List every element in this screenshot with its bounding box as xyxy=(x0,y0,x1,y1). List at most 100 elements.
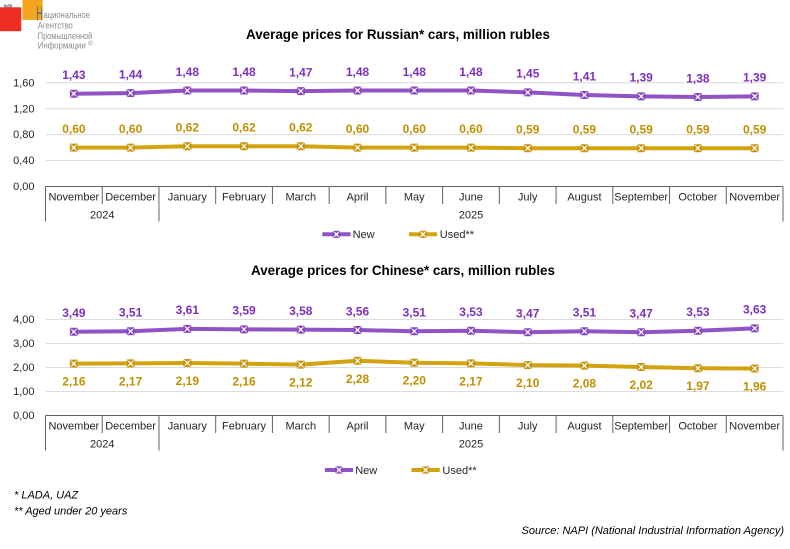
svg-text:Source: NAPI (National Industr: Source: NAPI (National Industrial Inform… xyxy=(522,525,785,537)
svg-text:1,38: 1,38 xyxy=(686,71,710,85)
svg-text:1,48: 1,48 xyxy=(232,65,256,79)
svg-text:2,10: 2,10 xyxy=(516,376,540,390)
svg-text:March: March xyxy=(286,192,317,204)
svg-text:0,60: 0,60 xyxy=(459,122,483,136)
svg-text:New: New xyxy=(353,229,375,241)
svg-text:1,97: 1,97 xyxy=(686,379,710,393)
svg-text:Average prices for Russian* ca: Average prices for Russian* cars, millio… xyxy=(246,27,550,42)
svg-text:2,16: 2,16 xyxy=(62,375,86,389)
svg-text:1,41: 1,41 xyxy=(573,69,597,83)
svg-text:3,51: 3,51 xyxy=(403,306,427,320)
svg-text:3,51: 3,51 xyxy=(573,306,597,320)
svg-text:February: February xyxy=(222,192,267,204)
svg-text:0,00: 0,00 xyxy=(13,181,34,193)
svg-text:2025: 2025 xyxy=(459,439,483,451)
svg-text:January: January xyxy=(168,421,208,433)
svg-text:1,48: 1,48 xyxy=(176,65,200,79)
svg-text:June: June xyxy=(459,421,483,433)
svg-text:НАПИ: НАПИ xyxy=(4,4,13,10)
svg-text:New: New xyxy=(355,465,377,477)
svg-text:** Aged under 20 years: ** Aged under 20 years xyxy=(14,506,128,518)
svg-text:0,59: 0,59 xyxy=(743,123,767,137)
svg-text:August: August xyxy=(567,421,601,433)
svg-text:2,17: 2,17 xyxy=(459,374,483,388)
svg-text:1,45: 1,45 xyxy=(516,67,540,81)
svg-text:2,20: 2,20 xyxy=(403,374,427,388)
svg-text:0,59: 0,59 xyxy=(573,123,597,137)
svg-text:2,08: 2,08 xyxy=(573,377,597,391)
svg-text:0,62: 0,62 xyxy=(232,121,256,135)
svg-text:3,58: 3,58 xyxy=(289,304,313,318)
svg-text:1,48: 1,48 xyxy=(459,65,483,79)
svg-text:2,16: 2,16 xyxy=(232,375,256,389)
svg-text:1,48: 1,48 xyxy=(346,65,370,79)
svg-text:3,53: 3,53 xyxy=(459,305,483,319)
svg-text:December: December xyxy=(105,192,156,204)
svg-text:0,59: 0,59 xyxy=(516,123,540,137)
svg-text:April: April xyxy=(347,421,369,433)
svg-text:September: September xyxy=(614,421,668,433)
svg-text:2,12: 2,12 xyxy=(289,376,313,390)
svg-text:0,59: 0,59 xyxy=(629,123,653,137)
svg-text:Average prices for Chinese* ca: Average prices for Chinese* cars, millio… xyxy=(251,263,555,278)
svg-text:April: April xyxy=(347,192,369,204)
svg-text:May: May xyxy=(404,421,425,433)
svg-text:November: November xyxy=(729,421,780,433)
svg-text:3,47: 3,47 xyxy=(629,307,653,321)
svg-text:February: February xyxy=(222,421,267,433)
svg-text:ациональное: ациональное xyxy=(44,10,91,21)
svg-text:2024: 2024 xyxy=(90,439,114,451)
svg-text:2024: 2024 xyxy=(90,210,114,222)
svg-text:0,62: 0,62 xyxy=(289,121,313,135)
svg-text:Промышленной: Промышленной xyxy=(38,31,93,42)
svg-text:2,02: 2,02 xyxy=(629,378,653,392)
svg-text:0,60: 0,60 xyxy=(346,122,370,136)
svg-text:November: November xyxy=(48,192,99,204)
svg-text:3,59: 3,59 xyxy=(232,304,256,318)
svg-text:July: July xyxy=(518,421,538,433)
svg-text:1,20: 1,20 xyxy=(13,103,34,115)
svg-text:Used**: Used** xyxy=(440,229,475,241)
svg-text:1,00: 1,00 xyxy=(13,386,34,398)
svg-text:Used**: Used** xyxy=(442,465,477,477)
svg-text:March: March xyxy=(286,421,317,433)
svg-text:2,17: 2,17 xyxy=(119,374,143,388)
svg-text:1,47: 1,47 xyxy=(289,65,313,79)
svg-text:1,96: 1,96 xyxy=(743,379,767,393)
svg-text:3,49: 3,49 xyxy=(62,306,86,320)
svg-text:0,00: 0,00 xyxy=(13,410,34,422)
svg-text:December: December xyxy=(105,421,156,433)
svg-text:0,40: 0,40 xyxy=(13,155,34,167)
svg-text:1,43: 1,43 xyxy=(62,68,86,82)
svg-text:0,59: 0,59 xyxy=(686,123,710,137)
svg-text:3,47: 3,47 xyxy=(516,307,540,321)
svg-text:3,53: 3,53 xyxy=(686,305,710,319)
svg-text:0,62: 0,62 xyxy=(176,121,200,135)
svg-text:2,28: 2,28 xyxy=(346,372,370,386)
svg-text:Агентство: Агентство xyxy=(38,21,73,32)
svg-text:2,00: 2,00 xyxy=(13,362,34,374)
svg-text:1,48: 1,48 xyxy=(403,65,427,79)
svg-text:3,63: 3,63 xyxy=(743,303,767,317)
svg-text:October: October xyxy=(678,421,717,433)
svg-text:2025: 2025 xyxy=(459,210,483,222)
svg-text:* LADA, UAZ: * LADA, UAZ xyxy=(14,490,79,502)
svg-text:August: August xyxy=(567,192,601,204)
svg-text:3,61: 3,61 xyxy=(176,303,200,317)
svg-text:June: June xyxy=(459,192,483,204)
svg-text:0,80: 0,80 xyxy=(13,129,34,141)
svg-text:1,39: 1,39 xyxy=(629,71,653,85)
svg-text:1,39: 1,39 xyxy=(743,71,767,85)
svg-text:3,56: 3,56 xyxy=(346,304,370,318)
svg-text:May: May xyxy=(404,192,425,204)
svg-text:4,00: 4,00 xyxy=(13,314,34,326)
svg-text:November: November xyxy=(729,192,780,204)
svg-text:October: October xyxy=(678,192,717,204)
svg-text:®: ® xyxy=(88,40,93,48)
svg-text:0,60: 0,60 xyxy=(62,122,86,136)
svg-text:July: July xyxy=(518,192,538,204)
svg-text:0,60: 0,60 xyxy=(119,122,143,136)
svg-text:Информации: Информации xyxy=(38,41,86,52)
svg-text:2,19: 2,19 xyxy=(176,374,200,388)
svg-text:Н: Н xyxy=(36,4,43,26)
